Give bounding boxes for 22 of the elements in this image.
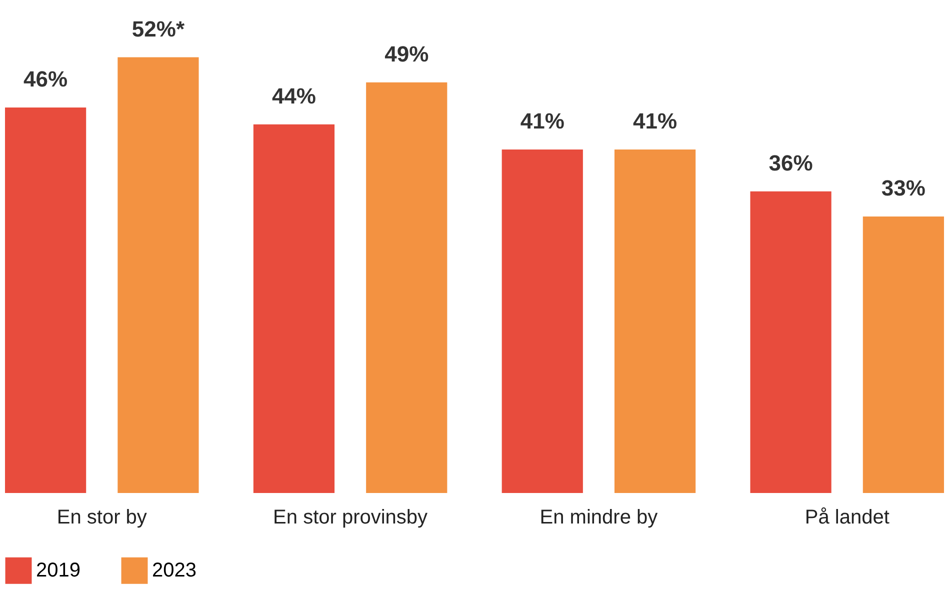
data-label: 46% (24, 66, 68, 92)
bar (614, 149, 696, 493)
data-label: 52%* (132, 16, 185, 42)
legend-label: 2019 (36, 560, 80, 582)
x-tick-label: En stor by (56, 506, 147, 528)
data-label: 49% (384, 41, 429, 66)
data-label: 33% (881, 175, 926, 200)
x-tick-label: På landet (804, 506, 890, 528)
bar (750, 191, 832, 493)
data-label: 41% (633, 108, 678, 134)
x-tick-label: En mindre by (540, 506, 658, 528)
data-label: 36% (768, 150, 813, 176)
bar (253, 124, 335, 493)
bar (862, 216, 944, 493)
legend-label: 2023 (152, 560, 196, 582)
data-label: 41% (520, 108, 564, 134)
bar (5, 108, 86, 493)
x-tick-label: En stor provinsby (273, 506, 428, 528)
bar (502, 149, 583, 493)
bar (118, 57, 199, 493)
bar (366, 82, 448, 493)
data-label: 44% (272, 83, 316, 108)
